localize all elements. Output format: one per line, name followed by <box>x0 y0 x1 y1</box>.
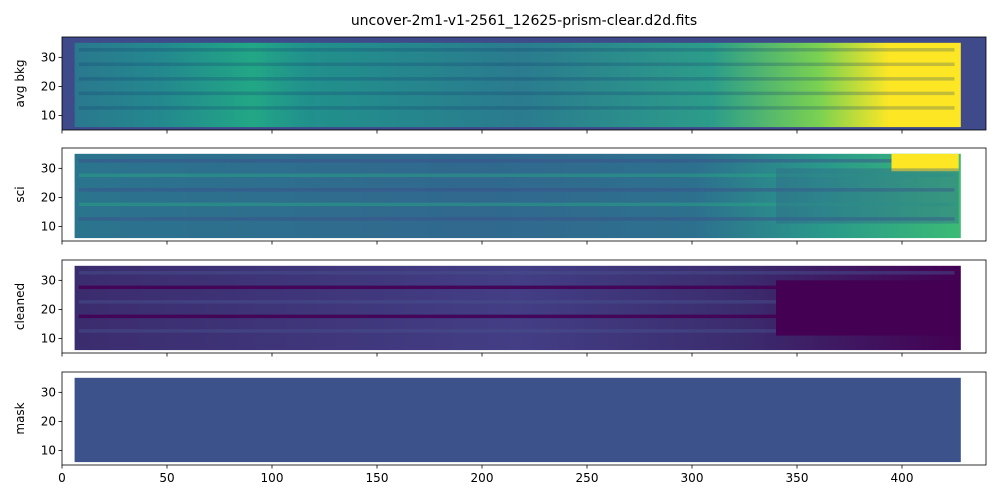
image-band <box>78 329 955 333</box>
image-band <box>78 62 955 67</box>
image-panel <box>62 148 986 241</box>
y-tick-label: 10 <box>41 443 56 457</box>
image-band <box>78 159 955 163</box>
x-tick-label: 100 <box>261 471 284 485</box>
image-data <box>74 153 961 239</box>
y-tick-label: 20 <box>41 414 56 428</box>
axes-frame <box>61 259 987 354</box>
image-panel <box>62 260 986 353</box>
y-tick-label: 30 <box>41 50 56 64</box>
image-dark-block <box>776 280 959 336</box>
axes-frame <box>61 371 987 466</box>
y-tick-label: 30 <box>41 273 56 287</box>
x-tick-label: 150 <box>366 471 389 485</box>
axes-frame <box>61 36 987 131</box>
x-tick-label: 300 <box>681 471 704 485</box>
image-band <box>78 285 955 290</box>
image-band <box>78 188 955 192</box>
image-band <box>78 77 955 81</box>
y-axis-label: mask <box>13 402 27 434</box>
image-band <box>78 217 955 221</box>
x-tick-label: 200 <box>471 471 494 485</box>
image-band <box>79 441 955 444</box>
x-tick-label: 0 <box>58 471 66 485</box>
y-tick-label: 20 <box>41 302 56 316</box>
x-tick-label: 350 <box>786 471 809 485</box>
x-tick-label: 250 <box>576 471 599 485</box>
y-tick-label: 10 <box>41 108 56 122</box>
image-bright <box>891 153 959 172</box>
image-band <box>78 202 955 207</box>
image-band <box>79 398 955 401</box>
y-tick-label: 10 <box>41 331 56 345</box>
y-tick-label: 30 <box>41 385 56 399</box>
image-band <box>78 300 955 304</box>
image-dark-block <box>776 168 959 224</box>
x-tick-label: 50 <box>159 471 174 485</box>
image-band <box>78 173 955 178</box>
chart-title: uncover-2m1-v1-2561_12625-prism-clear.d2… <box>351 13 697 29</box>
image-data <box>74 42 961 128</box>
y-tick-label: 10 <box>41 219 56 233</box>
image-band <box>78 314 955 319</box>
x-tick-label: 400 <box>891 471 914 485</box>
image-band <box>78 48 955 52</box>
y-tick-label: 20 <box>41 190 56 204</box>
image-band <box>79 383 955 386</box>
image-data <box>74 377 961 463</box>
axes-frame <box>61 147 987 242</box>
y-tick-label: 30 <box>41 161 56 175</box>
image-band <box>79 427 955 430</box>
y-tick-label: 20 <box>41 79 56 93</box>
image-panel <box>62 372 986 465</box>
y-axis-label: cleaned <box>13 283 27 330</box>
image-band <box>79 412 955 415</box>
image-panel <box>62 37 986 130</box>
y-axis-label: avg bkg <box>13 59 27 107</box>
y-axis-label: sci <box>13 186 27 202</box>
image-band <box>78 106 955 110</box>
image-band <box>78 91 955 96</box>
image-band <box>78 271 955 275</box>
